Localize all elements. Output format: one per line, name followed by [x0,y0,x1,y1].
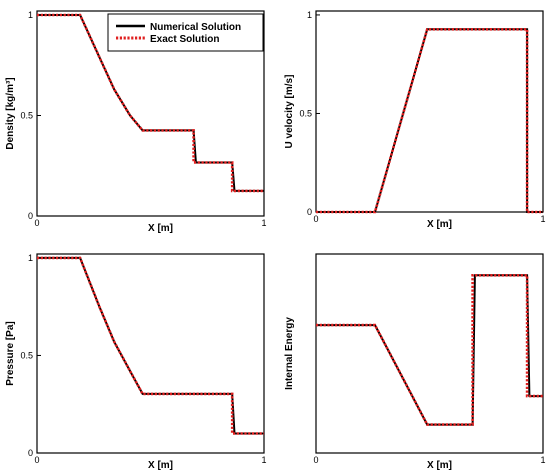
x-tick-label: 1 [540,455,545,465]
y-tick-label: 0 [307,207,312,217]
x-tick-label: 1 [261,455,266,465]
x-axis-label: X [m] [427,460,452,471]
series-line-exact [316,273,543,426]
y-tick-label: 0.5 [299,108,312,118]
x-tick-label: 1 [540,214,545,224]
y-tick-label: 0.5 [20,350,33,360]
x-tick-label: 0 [313,214,318,224]
y-axis-label: Density [kg/m³] [5,77,16,149]
y-tick-label: 0 [28,211,33,221]
y-tick-label: 0 [28,448,33,458]
x-tick-label: 1 [261,218,266,228]
plot-frame [36,253,265,454]
plot-frame [36,10,265,217]
x-axis-label: X [m] [148,460,173,471]
x-tick-label: 0 [34,455,39,465]
legend-entry-label: Exact Solution [150,34,219,45]
chart-panel-1: 0 0.5 1 0 1 X [m] Density [kg/m³] Numerical Sol… [5,10,267,234]
y-tick-label: 1 [28,10,33,20]
chart-panel-3: 0 0.5 1 0 1 X [m] Pressure [Pa] [5,253,267,471]
y-tick-label: 1 [28,253,33,263]
y-tick-label: 0.5 [20,111,33,121]
y-axis-label: Internal Energy [284,317,295,390]
series-line-exact [316,27,543,214]
series-line-numerical [37,256,264,435]
series-line-exact [37,13,264,193]
chart-panel-2: 0 0.5 1 0 1 X [m] U velocity [m/s] [284,10,546,230]
chart-panel-4: 0 1 X [m] Internal Energy [284,253,546,471]
series-line-numerical [316,274,543,426]
series-line-exact [37,256,264,435]
legend-box [107,13,264,52]
x-axis-label: X [m] [148,223,173,234]
y-axis-label: U velocity [m/s] [284,75,295,149]
plot-frame [315,10,544,213]
y-axis-label: Pressure [Pa] [5,321,16,385]
y-tick-label: 1 [307,10,312,20]
x-tick-label: 0 [313,455,318,465]
x-tick-label: 0 [34,218,39,228]
x-axis-label: X [m] [427,219,452,230]
series-line-numerical [316,28,543,213]
plot-frame [315,253,544,454]
legend-entry-label: Numerical Solution [150,22,241,33]
